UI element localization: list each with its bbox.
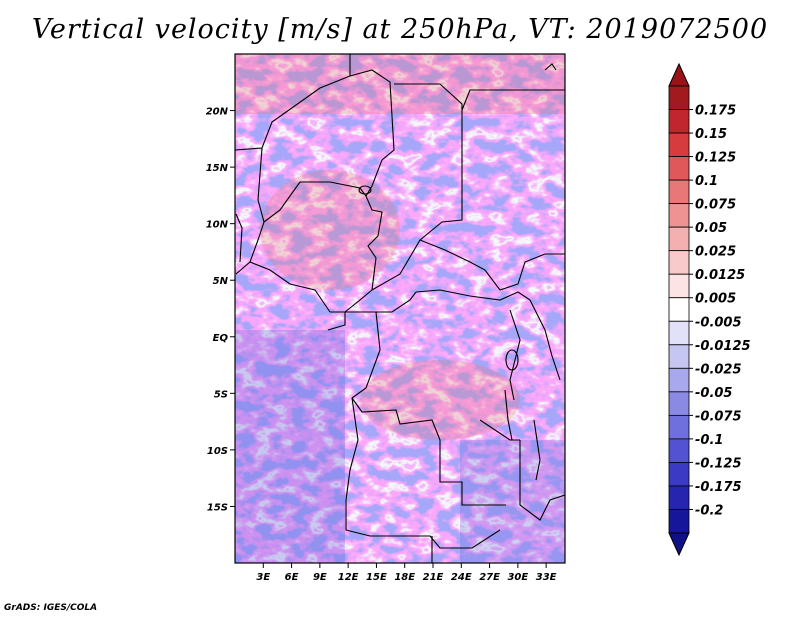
colorbar-swatch bbox=[668, 414, 690, 440]
lon-label: 27E bbox=[479, 572, 500, 583]
colorbar-swatch bbox=[668, 273, 690, 299]
lon-label: 33E bbox=[536, 572, 557, 583]
colorbar-swatch bbox=[668, 320, 690, 346]
colorbar-swatch bbox=[668, 226, 690, 252]
colorbar-swatch bbox=[668, 344, 690, 369]
colorbar-label: 0.05 bbox=[695, 221, 727, 236]
country-borders bbox=[235, 54, 565, 563]
colorbar-label: -0.005 bbox=[695, 315, 742, 330]
lat-label: 10S bbox=[207, 446, 228, 457]
colorbar-swatch bbox=[668, 109, 690, 134]
lon-label: 24E bbox=[451, 572, 472, 583]
colorbar-label: 0.125 bbox=[695, 151, 736, 166]
lon-label: 15E bbox=[366, 572, 387, 583]
colorbar-label: 0.175 bbox=[695, 104, 736, 119]
colorbar-label: 0.005 bbox=[695, 292, 736, 307]
lat-label: 15N bbox=[206, 163, 229, 174]
velocity-field bbox=[235, 54, 565, 563]
colorbar-swatch bbox=[668, 179, 690, 205]
colorbar: 0.175 0.15 0.125 0.1 0.075 0.05 0.025 0.0125 0.0… bbox=[668, 62, 751, 557]
colorbar-bottom-arrow bbox=[668, 532, 690, 557]
lon-label: 3E bbox=[256, 572, 270, 583]
colorbar-swatch bbox=[668, 297, 690, 322]
colorbar-swatch bbox=[668, 391, 690, 416]
colorbar-swatch bbox=[668, 509, 690, 534]
colorbar-swatch bbox=[668, 85, 690, 110]
colorbar-swatch bbox=[668, 485, 690, 510]
lat-label: 5N bbox=[213, 276, 229, 287]
lon-label: 12E bbox=[338, 572, 359, 583]
colorbar-label: 0.15 bbox=[695, 127, 727, 142]
colorbar-swatch bbox=[668, 367, 690, 393]
colorbar-label: -0.05 bbox=[695, 386, 732, 401]
lat-label: 20N bbox=[206, 107, 229, 118]
grads-credit: GrADS: IGES/COLA bbox=[4, 603, 98, 613]
lake-outlines bbox=[358, 63, 557, 481]
lat-label: 15S bbox=[207, 502, 228, 513]
colorbar-label: 0.075 bbox=[695, 198, 736, 213]
colorbar-swatch bbox=[668, 250, 690, 275]
lon-label: 21E bbox=[423, 572, 444, 583]
colorbar-swatch bbox=[668, 203, 690, 228]
lon-label: 30E bbox=[507, 572, 528, 583]
latitude-axis: 20N 15N 10N 5N EQ 5S 10S 15S bbox=[206, 107, 235, 513]
colorbar-top-arrow bbox=[668, 62, 690, 87]
colorbar-label: 0.025 bbox=[695, 245, 736, 260]
colorbar-swatch bbox=[668, 462, 690, 487]
colorbar-label: -0.2 bbox=[695, 503, 723, 518]
colorbar-label: 0.1 bbox=[695, 174, 718, 189]
colorbar-swatch bbox=[668, 132, 690, 157]
lat-label: 5S bbox=[214, 389, 228, 400]
colorbar-swatch bbox=[668, 156, 690, 181]
colorbar-label: -0.075 bbox=[695, 409, 742, 424]
colorbar-label: -0.1 bbox=[695, 433, 723, 448]
colorbar-label: -0.0125 bbox=[695, 339, 751, 354]
colorbar-label: -0.025 bbox=[695, 362, 742, 377]
lon-label: 18E bbox=[394, 572, 415, 583]
map-title: Vertical velocity [m/s] at 250hPa, VT: 2… bbox=[31, 14, 769, 45]
colorbar-label: -0.125 bbox=[695, 456, 742, 471]
map-frame bbox=[234, 53, 566, 564]
lon-label: 6E bbox=[285, 572, 299, 583]
colorbar-label: 0.0125 bbox=[695, 268, 745, 283]
colorbar-swatch bbox=[668, 438, 690, 463]
longitude-axis: 3E 6E 9E 12E 15E 18E 21E 24E 27E 30E 33E bbox=[256, 563, 557, 583]
colorbar-label: -0.175 bbox=[695, 480, 742, 495]
lon-label: 9E bbox=[313, 572, 327, 583]
lat-label: 10N bbox=[206, 220, 229, 231]
lat-label: EQ bbox=[213, 333, 229, 344]
